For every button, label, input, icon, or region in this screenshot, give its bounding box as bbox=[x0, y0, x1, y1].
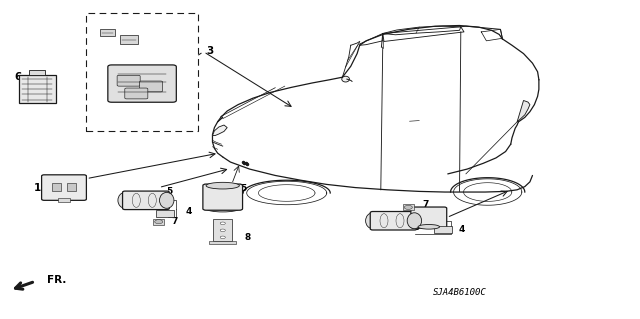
Text: 2: 2 bbox=[126, 28, 132, 37]
FancyBboxPatch shape bbox=[42, 175, 86, 200]
Text: 4: 4 bbox=[458, 225, 465, 234]
Bar bbox=[213, 219, 232, 241]
FancyBboxPatch shape bbox=[411, 207, 447, 228]
Text: 4: 4 bbox=[186, 207, 192, 216]
FancyBboxPatch shape bbox=[123, 191, 169, 210]
Text: 5: 5 bbox=[413, 223, 420, 232]
Circle shape bbox=[404, 205, 412, 209]
Text: 7: 7 bbox=[172, 217, 178, 226]
Ellipse shape bbox=[342, 76, 349, 82]
Bar bbox=[120, 35, 138, 44]
Bar bbox=[52, 183, 61, 191]
Ellipse shape bbox=[365, 213, 380, 229]
Circle shape bbox=[220, 236, 225, 239]
Text: FR.: FR. bbox=[47, 275, 66, 285]
FancyBboxPatch shape bbox=[117, 75, 140, 86]
Bar bbox=[156, 210, 174, 217]
Bar bbox=[434, 226, 452, 233]
Bar bbox=[29, 70, 45, 75]
Circle shape bbox=[155, 220, 163, 224]
Bar bbox=[67, 183, 76, 191]
Text: 3: 3 bbox=[206, 46, 213, 56]
Ellipse shape bbox=[206, 205, 239, 212]
Text: 7: 7 bbox=[422, 200, 429, 209]
Bar bbox=[58, 198, 70, 202]
Text: 5: 5 bbox=[241, 184, 247, 193]
Text: 6: 6 bbox=[14, 71, 22, 82]
Text: 1: 1 bbox=[33, 182, 41, 193]
Bar bbox=[86, 13, 198, 131]
Bar bbox=[209, 241, 236, 244]
Ellipse shape bbox=[118, 192, 132, 208]
Bar bbox=[153, 219, 164, 225]
Ellipse shape bbox=[418, 225, 440, 229]
FancyBboxPatch shape bbox=[108, 65, 177, 102]
Bar bbox=[19, 75, 56, 103]
Circle shape bbox=[220, 222, 225, 225]
Polygon shape bbox=[517, 100, 530, 122]
Text: 8: 8 bbox=[244, 233, 251, 242]
FancyBboxPatch shape bbox=[125, 88, 148, 99]
Ellipse shape bbox=[159, 192, 174, 208]
FancyBboxPatch shape bbox=[370, 211, 417, 230]
Text: 2: 2 bbox=[104, 21, 111, 30]
Ellipse shape bbox=[407, 213, 422, 229]
Circle shape bbox=[220, 229, 225, 232]
Text: 5: 5 bbox=[166, 187, 173, 196]
Ellipse shape bbox=[206, 182, 239, 189]
Text: SJA4B6100C: SJA4B6100C bbox=[433, 288, 486, 297]
Bar bbox=[100, 29, 115, 36]
FancyBboxPatch shape bbox=[140, 81, 163, 92]
Bar bbox=[403, 204, 414, 210]
FancyBboxPatch shape bbox=[203, 184, 243, 210]
Polygon shape bbox=[212, 125, 227, 136]
